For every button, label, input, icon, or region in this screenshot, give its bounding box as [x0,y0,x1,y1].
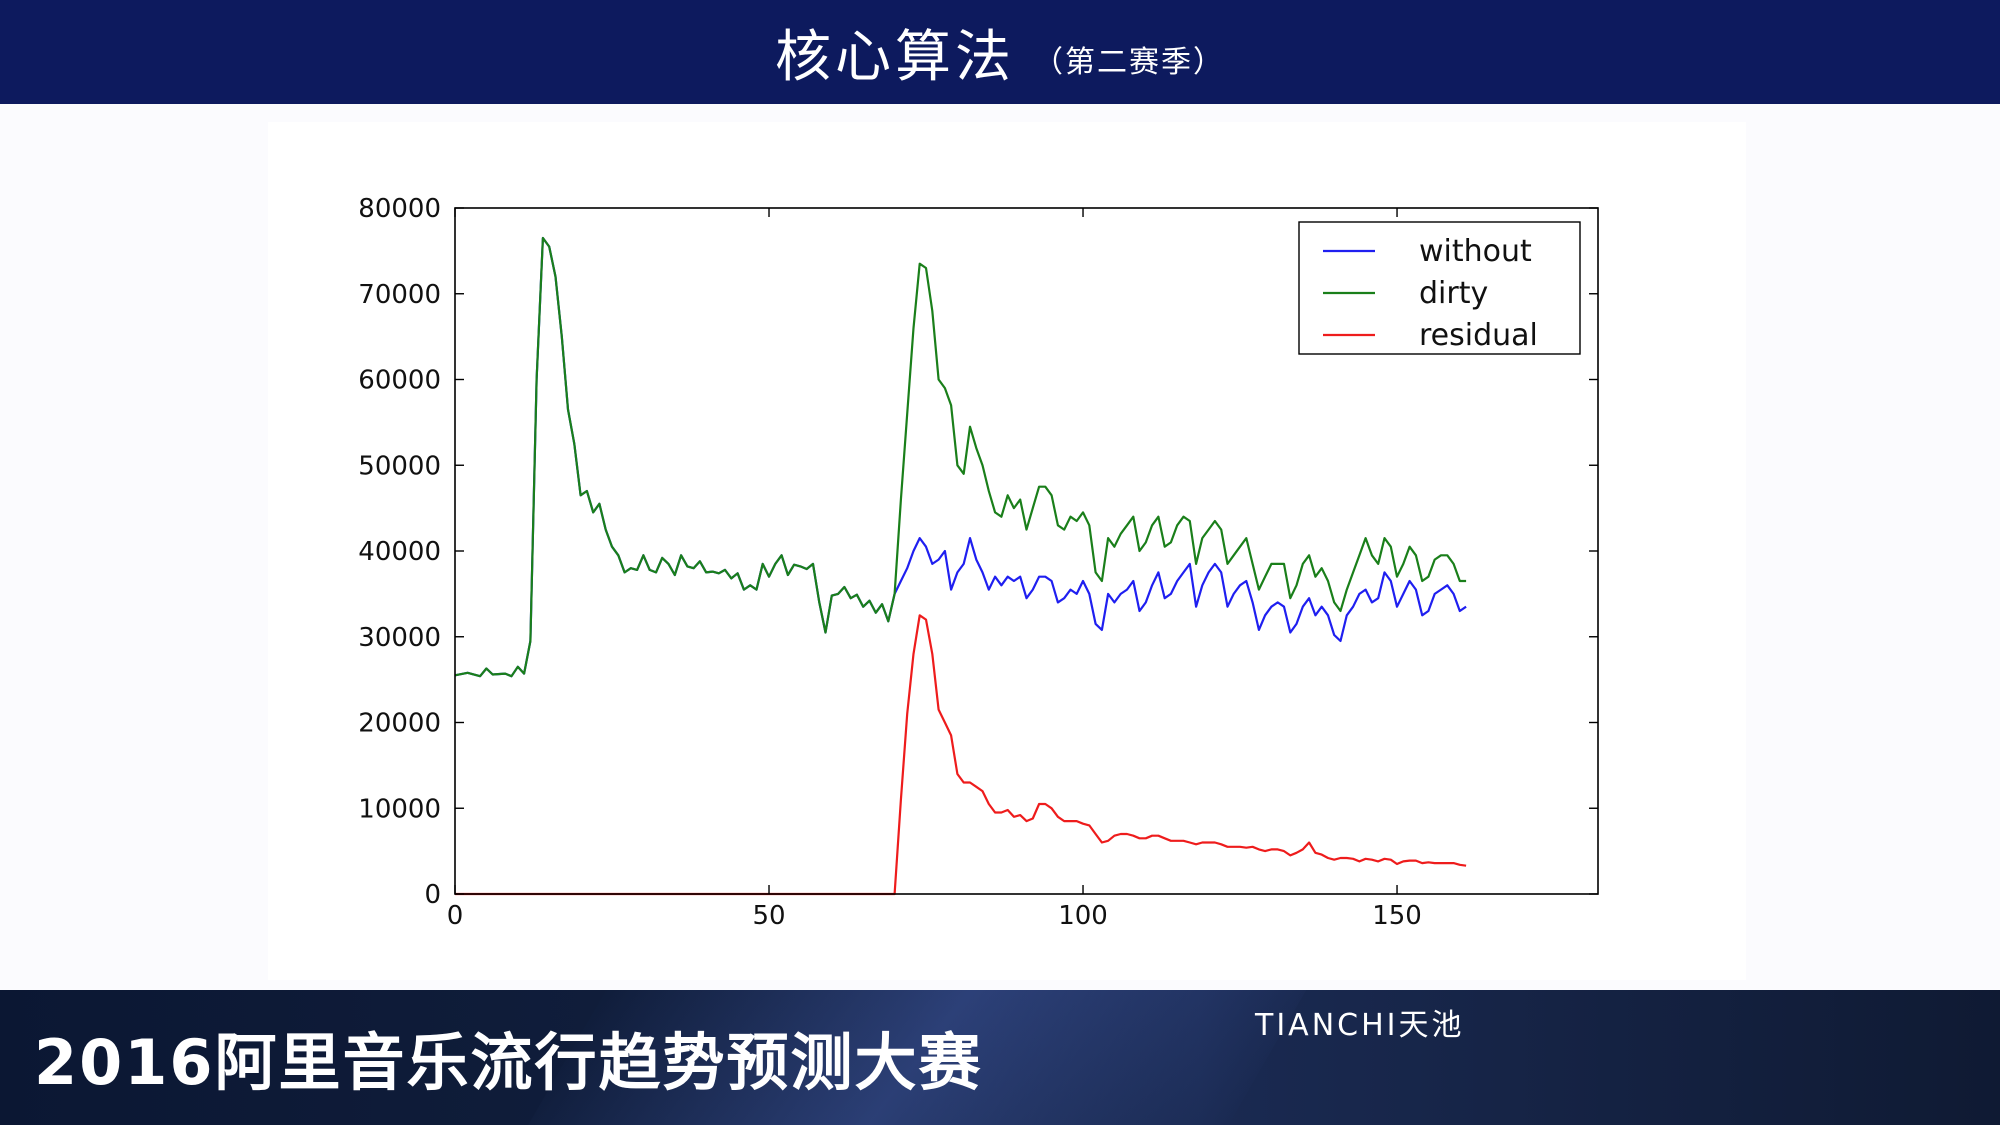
y-tick-label: 50000 [358,451,441,481]
series-line-residual [455,614,1467,896]
x-tick-label: 150 [1372,901,1422,931]
legend-label-residual: residual [1419,318,1538,353]
y-tick-label: 0 [424,880,441,910]
y-tick-label: 10000 [358,794,441,824]
page-subtitle: （第二赛季） [1033,45,1225,80]
page-header: 核心算法 （第二赛季） [0,0,2000,104]
legend-label-dirty: dirty [1419,276,1488,311]
y-tick-label: 70000 [358,280,441,310]
footer-title: 2016阿里音乐流行趋势预测大赛 [34,1026,983,1099]
series-line-dirty [454,236,1467,678]
x-tick-label: 50 [752,901,785,931]
y-tick-label: 30000 [358,623,441,653]
footer-brand-logo: TIANCHI天池 [1255,1008,1465,1043]
y-tick-label: 40000 [358,537,441,567]
x-tick-label: 100 [1058,901,1108,931]
y-tick-label: 80000 [358,194,441,224]
x-tick-label: 0 [447,901,464,931]
legend-box [1298,221,1581,355]
chart-panel: 0 50 100 150 0 10000 20000 30000 40000 50000 60000… [268,122,1746,980]
line-chart: 0 50 100 150 0 10000 20000 30000 40000 50000 60000… [358,194,1599,931]
footer-banner: 2016阿里音乐流行趋势预测大赛 TIANCHI天池 [0,990,2000,1125]
y-tick-label: 60000 [358,366,441,396]
legend-label-without: without [1419,234,1532,269]
page-title: 核心算法 [775,24,1015,90]
y-tick-label: 20000 [358,709,441,739]
